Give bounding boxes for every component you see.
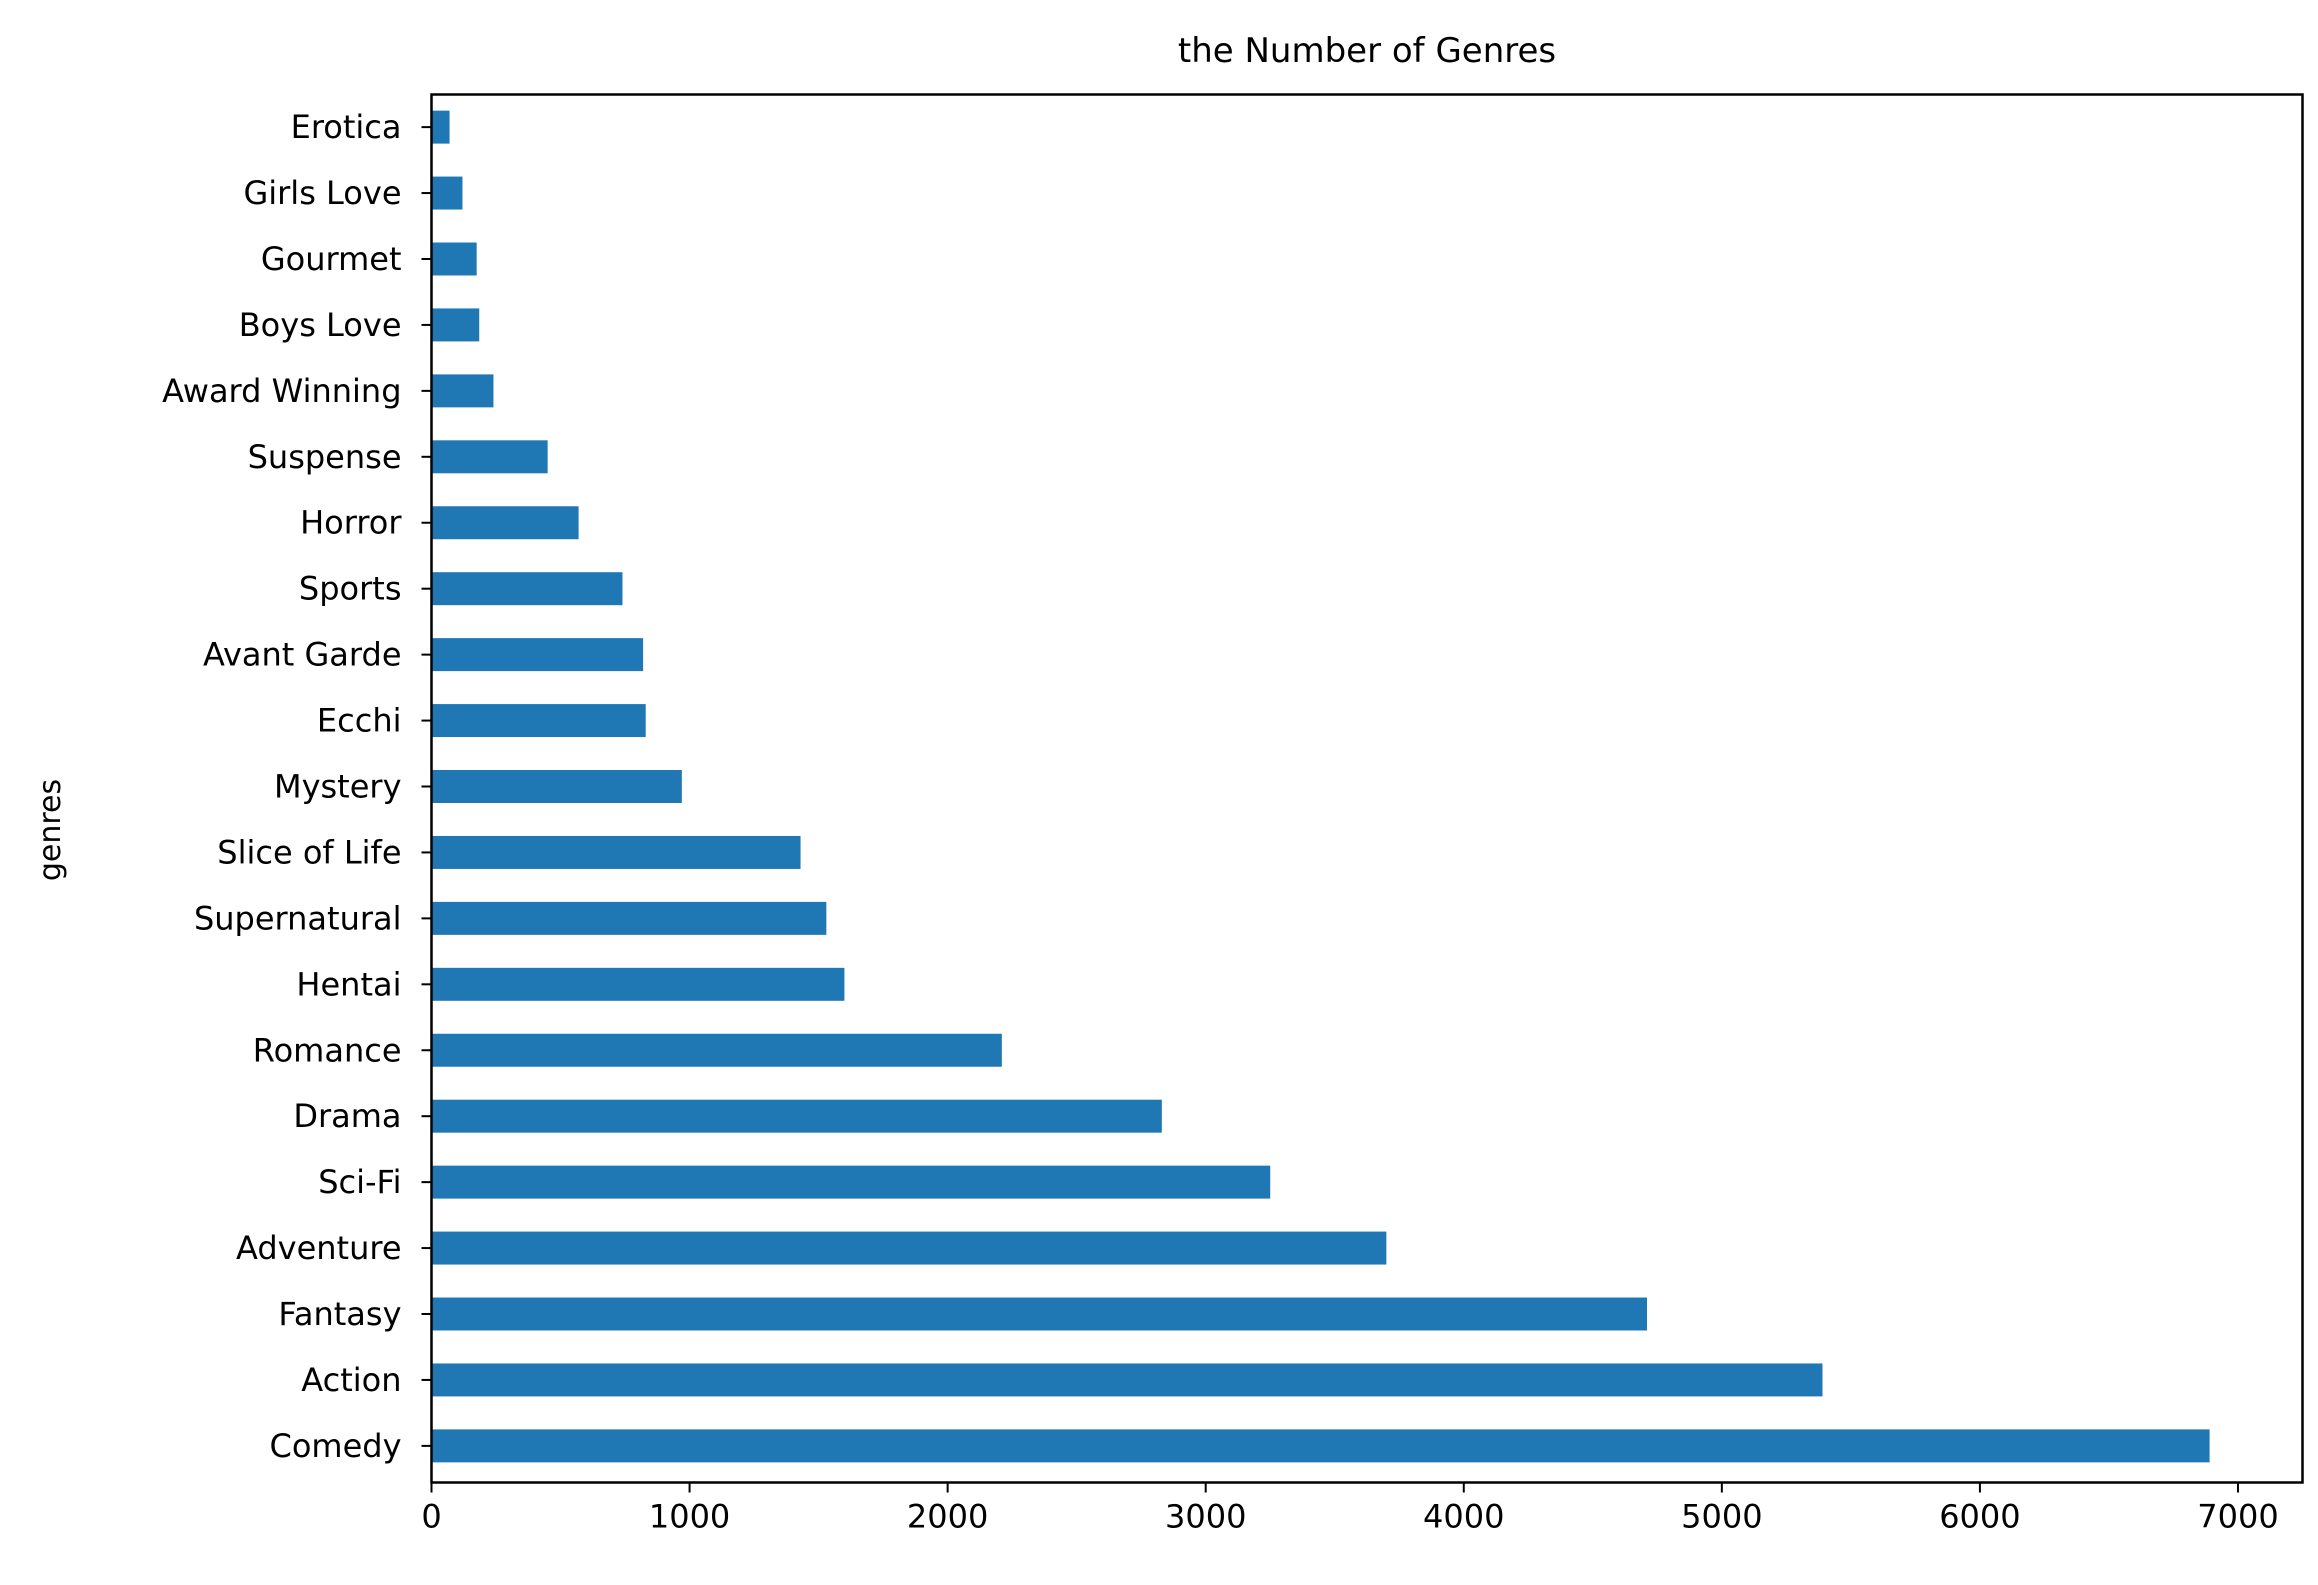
y-tick-label: Romance <box>253 1031 402 1069</box>
y-tick-label: Drama <box>293 1097 401 1135</box>
bar <box>431 770 682 803</box>
y-tick-label: Sci-Fi <box>318 1163 401 1201</box>
bar <box>431 440 548 474</box>
y-tick-label: Gourmet <box>261 240 402 278</box>
bar <box>431 1099 1162 1133</box>
x-tick-label: 3000 <box>1165 1498 1246 1536</box>
bar <box>431 176 463 210</box>
bar <box>431 506 579 540</box>
bar <box>431 1231 1387 1265</box>
bar <box>431 901 827 935</box>
x-tick-label: 4000 <box>1423 1498 1504 1536</box>
y-tick-group: Comedy Action Fantasy Adventure Sci-Fi Drama R… <box>162 108 432 1465</box>
x-tick-label: 6000 <box>1939 1498 2020 1536</box>
x-tick-label: 0 <box>421 1498 441 1536</box>
y-tick-label: Adventure <box>236 1229 402 1267</box>
bar <box>431 1297 1648 1331</box>
x-tick-group: 0 1000 2000 3000 4000 5000 6000 7000 <box>421 1482 2279 1536</box>
bar <box>431 572 623 606</box>
y-tick-label: Avant Garde <box>203 636 402 674</box>
y-tick-label: Horror <box>300 504 402 542</box>
chart-title: the Number of Genres <box>1178 31 1556 71</box>
plot-frame <box>430 93 2304 1484</box>
y-tick-label: Sports <box>299 570 402 608</box>
y-tick-label: Ecchi <box>317 702 402 740</box>
bar <box>431 1165 1271 1199</box>
y-tick-label: Comedy <box>269 1427 401 1465</box>
y-tick-label: Girls Love <box>243 174 401 212</box>
y-tick-label: Slice of Life <box>217 833 401 871</box>
y-axis-label: genres <box>33 779 68 881</box>
y-tick-label: Award Winning <box>162 372 401 410</box>
bar <box>431 704 646 738</box>
y-tick-label: Supernatural <box>194 899 402 937</box>
bar <box>431 1033 1002 1067</box>
y-tick-label: Erotica <box>291 108 402 146</box>
bar <box>431 308 480 342</box>
bar <box>431 967 845 1001</box>
y-tick-label: Mystery <box>274 768 402 806</box>
y-tick-label: Hentai <box>296 965 401 1003</box>
bar <box>431 638 644 672</box>
bar <box>431 1363 1823 1397</box>
y-tick-label: Fantasy <box>278 1295 401 1333</box>
bar <box>431 110 450 144</box>
x-tick-label: 7000 <box>2197 1498 2278 1536</box>
y-tick-label: Action <box>301 1361 401 1399</box>
bar <box>431 374 494 408</box>
bars-group <box>431 110 2210 1463</box>
y-tick-label: Suspense <box>248 438 402 476</box>
bar <box>431 242 477 276</box>
x-tick-label: 2000 <box>907 1498 988 1536</box>
bar <box>431 1429 2210 1463</box>
x-tick-label: 5000 <box>1681 1498 1762 1536</box>
bar <box>431 835 801 869</box>
x-tick-label: 1000 <box>649 1498 730 1536</box>
y-tick-label: Boys Love <box>239 306 402 344</box>
